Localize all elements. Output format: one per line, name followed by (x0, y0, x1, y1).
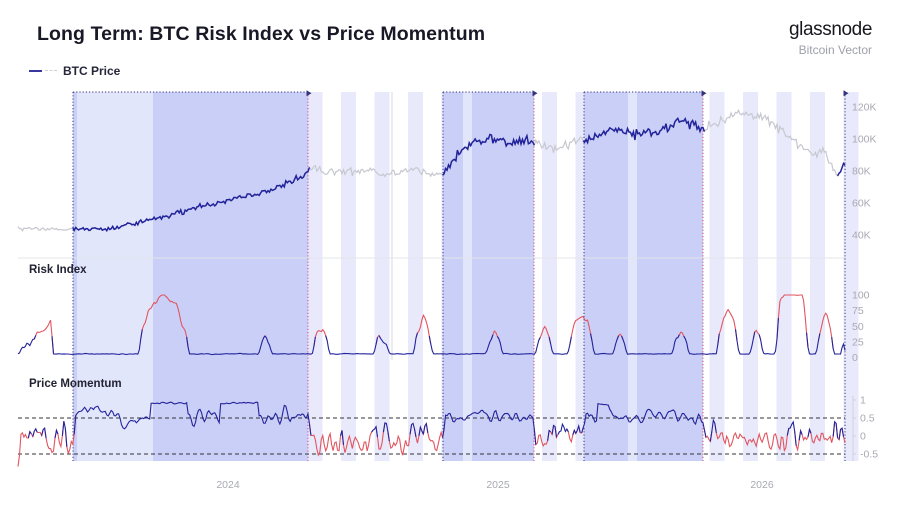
svg-text:2025: 2025 (486, 479, 510, 491)
svg-text:80K: 80K (852, 166, 871, 178)
svg-text:0: 0 (852, 352, 858, 364)
svg-text:0: 0 (860, 431, 866, 443)
svg-text:40K: 40K (852, 230, 871, 242)
svg-text:-0.5: -0.5 (860, 449, 878, 461)
svg-text:60K: 60K (852, 198, 871, 210)
svg-text:1: 1 (860, 395, 866, 407)
svg-text:2026: 2026 (750, 479, 774, 491)
svg-text:100K: 100K (852, 134, 877, 146)
svg-text:75: 75 (852, 305, 864, 317)
svg-text:25: 25 (852, 337, 864, 349)
svg-text:50: 50 (852, 321, 864, 333)
svg-text:100: 100 (852, 290, 870, 302)
svg-text:120K: 120K (852, 102, 877, 114)
svg-text:2024: 2024 (216, 479, 240, 491)
svg-text:0.5: 0.5 (860, 413, 875, 425)
